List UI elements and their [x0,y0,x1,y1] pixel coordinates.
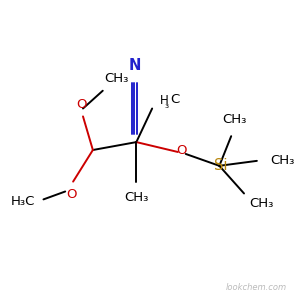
Text: O: O [76,98,86,112]
Text: lookchem.com: lookchem.com [225,283,286,292]
Text: C: C [170,93,179,106]
Text: H₃C: H₃C [11,195,36,208]
Text: CH₃: CH₃ [249,197,273,210]
Text: O: O [66,188,76,200]
Text: CH₃: CH₃ [222,113,246,126]
Text: ₃: ₃ [164,100,168,110]
Text: CH₃: CH₃ [271,154,295,167]
Text: CH₃: CH₃ [105,72,129,85]
Text: N: N [128,58,141,73]
Text: H: H [160,94,169,107]
Text: CH₃: CH₃ [124,191,148,205]
Text: Si: Si [214,158,227,173]
Text: O: O [176,143,187,157]
